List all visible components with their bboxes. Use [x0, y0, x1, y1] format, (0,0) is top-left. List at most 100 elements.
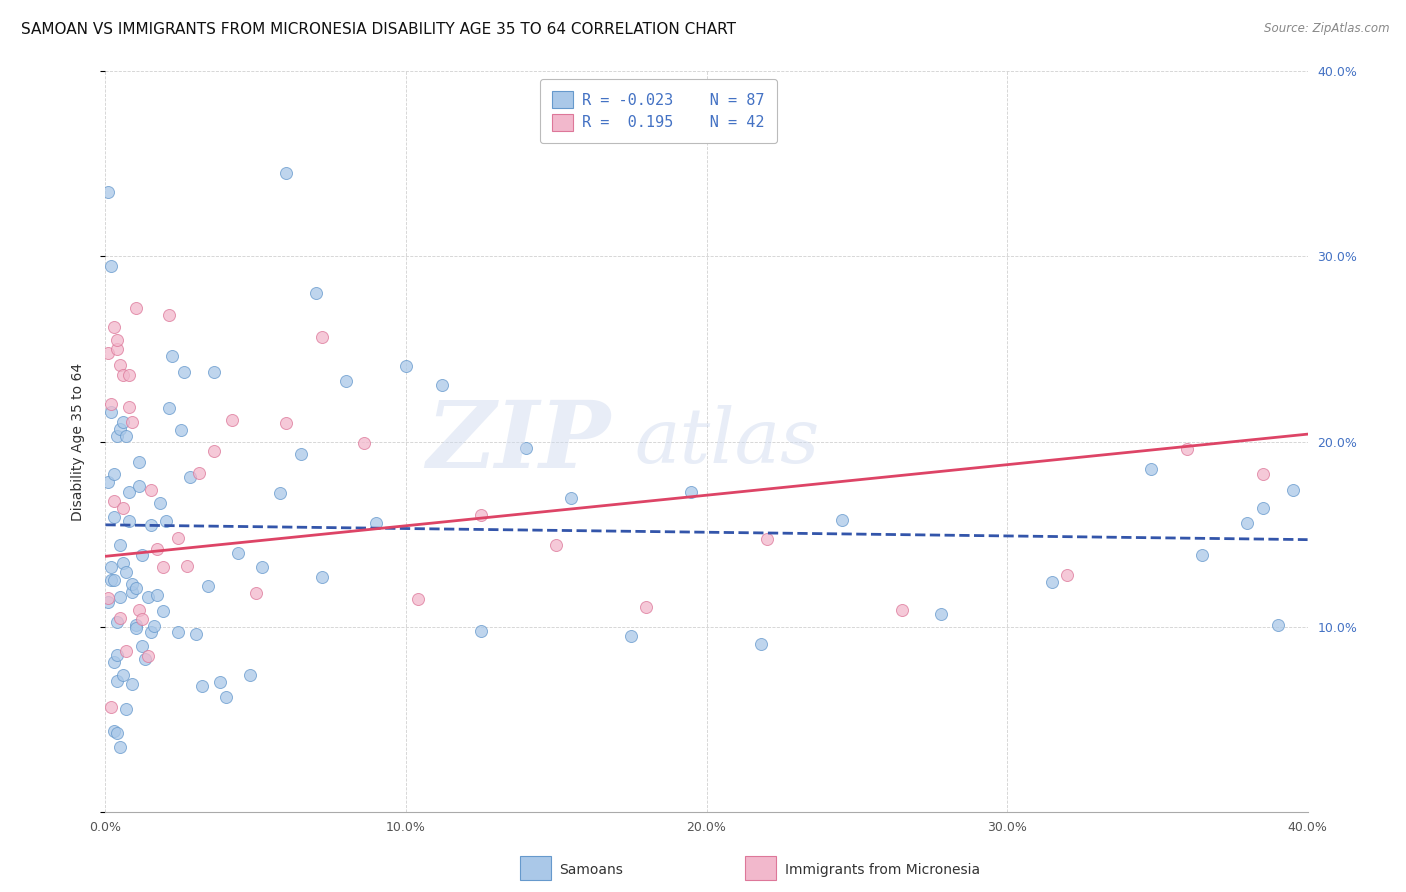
Point	[364, 516, 387, 531]
Point	[1236, 516, 1258, 531]
Point	[152, 604, 174, 618]
Point	[118, 400, 141, 414]
Point	[250, 560, 273, 574]
Point	[139, 483, 162, 497]
Point	[406, 592, 429, 607]
Point	[128, 454, 150, 468]
Point	[97, 345, 120, 359]
Point	[1251, 501, 1274, 516]
Point	[124, 620, 146, 634]
Point	[103, 510, 125, 524]
Legend: R = -0.023    N = 87, R =  0.195    N = 42: R = -0.023 N = 87, R = 0.195 N = 42	[540, 79, 778, 143]
Text: Immigrants from Micronesia: Immigrants from Micronesia	[785, 863, 980, 877]
Point	[103, 655, 125, 669]
Point	[681, 485, 703, 500]
Point	[103, 574, 125, 588]
Point	[112, 415, 135, 429]
Point	[118, 368, 141, 383]
Point	[118, 514, 141, 528]
Point	[226, 546, 249, 560]
Point	[1056, 567, 1078, 582]
Point	[110, 611, 132, 625]
Point	[131, 612, 153, 626]
Point	[274, 416, 297, 430]
Point	[157, 308, 180, 322]
Point	[107, 342, 129, 356]
Point	[124, 301, 146, 316]
Point	[274, 166, 297, 180]
Point	[269, 485, 291, 500]
Point	[929, 607, 952, 622]
Point	[115, 565, 138, 579]
Point	[202, 365, 225, 379]
Point	[107, 648, 129, 662]
Point	[136, 590, 159, 604]
Point	[1140, 462, 1163, 476]
Point	[305, 286, 328, 301]
Point	[395, 359, 418, 374]
Point	[110, 538, 132, 552]
Y-axis label: Disability Age 35 to 64: Disability Age 35 to 64	[70, 362, 84, 521]
Point	[112, 368, 135, 383]
Point	[169, 423, 191, 437]
Point	[124, 582, 146, 596]
Point	[107, 333, 129, 347]
Point	[620, 628, 643, 642]
Point	[311, 329, 333, 343]
Point	[190, 679, 212, 693]
Point	[121, 584, 143, 599]
Point	[97, 475, 120, 489]
Point	[1191, 548, 1213, 562]
Point	[155, 514, 177, 528]
Point	[1040, 574, 1063, 589]
Point	[187, 466, 209, 480]
Point	[208, 675, 231, 690]
Point	[148, 496, 170, 510]
Point	[430, 378, 453, 392]
Point	[1267, 617, 1289, 632]
Point	[179, 470, 201, 484]
Point	[115, 429, 138, 443]
Point	[1281, 483, 1303, 497]
Point	[131, 548, 153, 562]
Point	[128, 603, 150, 617]
Point	[110, 358, 132, 372]
Point	[121, 576, 143, 591]
Point	[139, 625, 162, 640]
Point	[131, 639, 153, 653]
Point	[560, 491, 582, 506]
Point	[515, 442, 537, 456]
Point	[103, 467, 125, 481]
Point	[124, 618, 146, 632]
Point	[290, 447, 312, 461]
Point	[160, 350, 183, 364]
Point	[112, 668, 135, 682]
Point	[142, 619, 165, 633]
Point	[755, 532, 778, 546]
Point	[139, 518, 162, 533]
Point	[107, 615, 129, 630]
Point	[121, 677, 143, 691]
Point	[176, 559, 198, 574]
Point	[110, 422, 132, 436]
Point	[100, 559, 122, 574]
Text: ZIP: ZIP	[426, 397, 610, 486]
Point	[173, 365, 195, 379]
Point	[157, 401, 180, 415]
Point	[145, 588, 167, 602]
Point	[128, 479, 150, 493]
Point	[115, 702, 138, 716]
Point	[97, 595, 120, 609]
Point	[134, 652, 156, 666]
Point	[166, 625, 188, 640]
Text: atlas: atlas	[634, 405, 820, 478]
Text: Source: ZipAtlas.com: Source: ZipAtlas.com	[1264, 22, 1389, 36]
Point	[103, 494, 125, 508]
Point	[1251, 467, 1274, 482]
Point	[115, 643, 138, 657]
Point	[311, 570, 333, 584]
Point	[749, 636, 772, 650]
Point	[353, 435, 375, 450]
Point	[110, 591, 132, 605]
Point	[546, 538, 568, 552]
